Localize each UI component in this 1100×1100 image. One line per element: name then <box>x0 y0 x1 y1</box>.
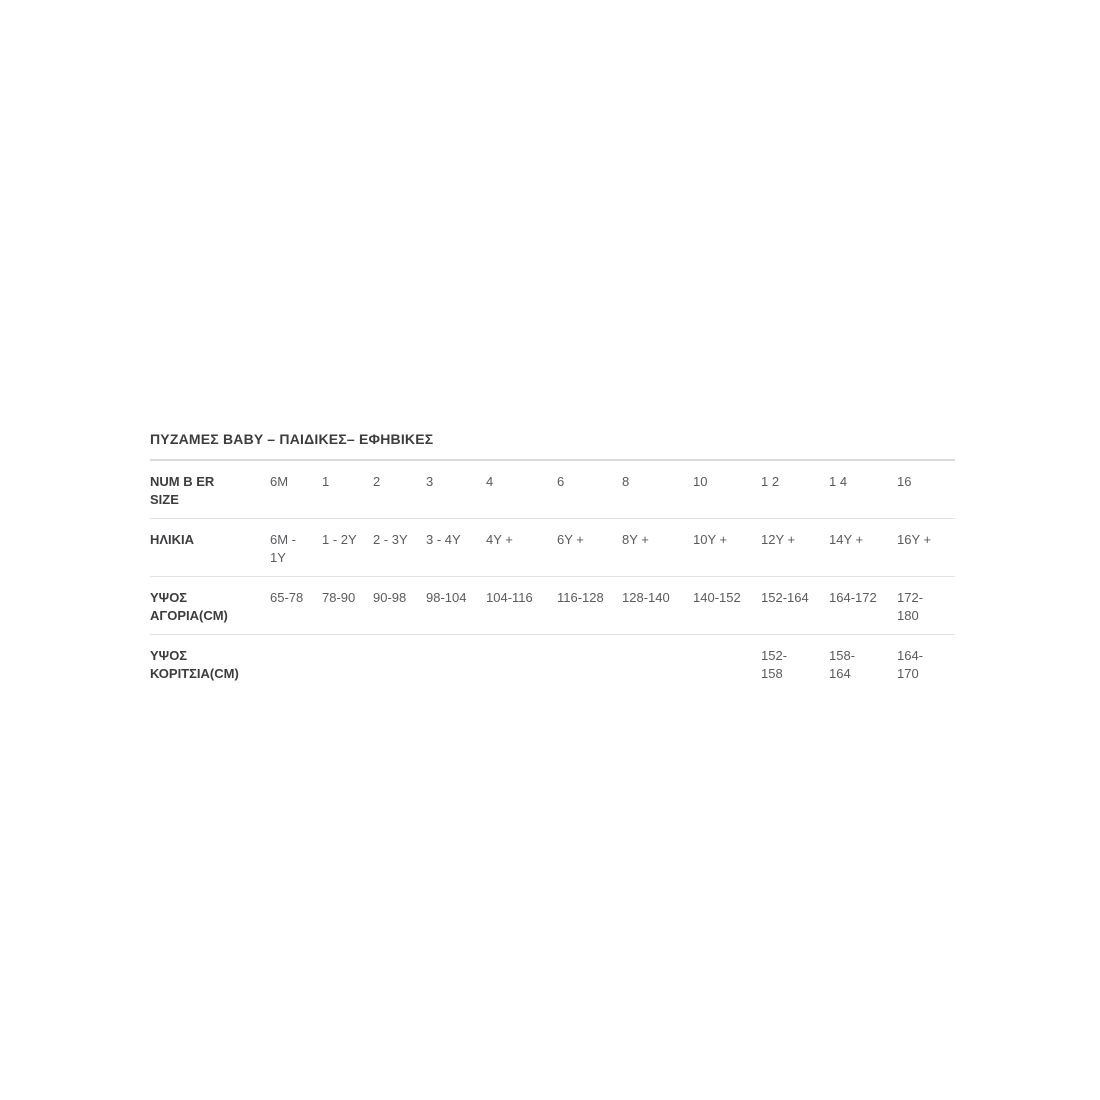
size-cell <box>426 635 486 693</box>
size-cell: 8 <box>622 474 630 489</box>
size-cell: 98-104 <box>426 590 467 605</box>
size-cell: 2 <box>373 474 381 489</box>
size-cell: 3 - 4Y <box>426 532 461 547</box>
size-cell: 4Y + <box>486 532 513 547</box>
size-cell: 16Y + <box>897 532 932 547</box>
size-cell: 1 4 <box>829 474 848 489</box>
size-cell: 6M - 1Y <box>270 532 296 565</box>
size-cell: 6Y + <box>557 532 584 547</box>
size-cell: 140-152 <box>693 590 741 605</box>
size-cell: 10 <box>693 474 708 489</box>
size-cell: 116-128 <box>557 590 604 605</box>
size-cell: 152- 158 <box>761 648 788 681</box>
size-cell: 158- 164 <box>829 648 856 681</box>
size-cell <box>693 635 761 693</box>
row-label: NUM B ER SIZE <box>150 474 215 507</box>
size-cell: 3 <box>426 474 434 489</box>
table-row: ΥΨΟΣ ΚΟΡΙΤΣΙΑ(CM) 152- 158 158- 164 164-170 <box>150 635 955 693</box>
size-cell <box>486 635 557 693</box>
row-label: ΗΛΙΚΙΑ <box>150 532 195 547</box>
size-cell: 152-164 <box>761 590 809 605</box>
row-label: ΥΨΟΣ ΑΓΟΡΙΑ(CM) <box>150 590 228 623</box>
size-cell: 6M <box>270 474 289 489</box>
size-cell: 172-180 <box>897 590 924 623</box>
size-cell <box>622 635 693 693</box>
size-cell: 164-170 <box>897 648 924 681</box>
table-row: ΗΛΙΚΙΑ 6M - 1Y 1 - 2Y 2 - 3Y 3 - 4Y 4Y + 6Y + 8… <box>150 519 955 577</box>
row-label: ΥΨΟΣ ΚΟΡΙΤΣΙΑ(CM) <box>150 648 239 681</box>
size-cell: 164-172 <box>829 590 877 605</box>
size-cell: 78-90 <box>322 590 356 605</box>
size-cell: 12Y + <box>761 532 796 547</box>
size-cell: 14Y + <box>829 532 864 547</box>
size-cell: 10Y + <box>693 532 728 547</box>
size-cell: 8Y + <box>622 532 649 547</box>
size-cell: 2 - 3Y <box>373 532 408 547</box>
size-chart: ΠΥΖΑΜΕΣ BABY – ΠΑΙΔΙΚΕΣ– ΕΦΗΒΙΚΕΣ NUM B … <box>150 430 955 692</box>
size-chart-title: ΠΥΖΑΜΕΣ BABY – ΠΑΙΔΙΚΕΣ– ΕΦΗΒΙΚΕΣ <box>150 430 955 461</box>
size-cell: 128-140 <box>622 590 670 605</box>
size-cell <box>373 635 426 693</box>
size-cell: 65-78 <box>270 590 304 605</box>
size-cell: 4 <box>486 474 494 489</box>
size-cell: 16 <box>897 474 912 489</box>
table-row: ΥΨΟΣ ΑΓΟΡΙΑ(CM) 65-78 78-90 90-98 98-104 104-… <box>150 577 955 635</box>
size-cell <box>322 635 373 693</box>
size-cell: 1 - 2Y <box>322 532 357 547</box>
size-cell: 90-98 <box>373 590 407 605</box>
size-cell: 6 <box>557 474 565 489</box>
size-cell: 1 2 <box>761 474 780 489</box>
size-cell <box>270 635 322 693</box>
size-cell: 1 <box>322 474 330 489</box>
size-cell: 104-116 <box>486 590 533 605</box>
size-cell <box>557 635 622 693</box>
